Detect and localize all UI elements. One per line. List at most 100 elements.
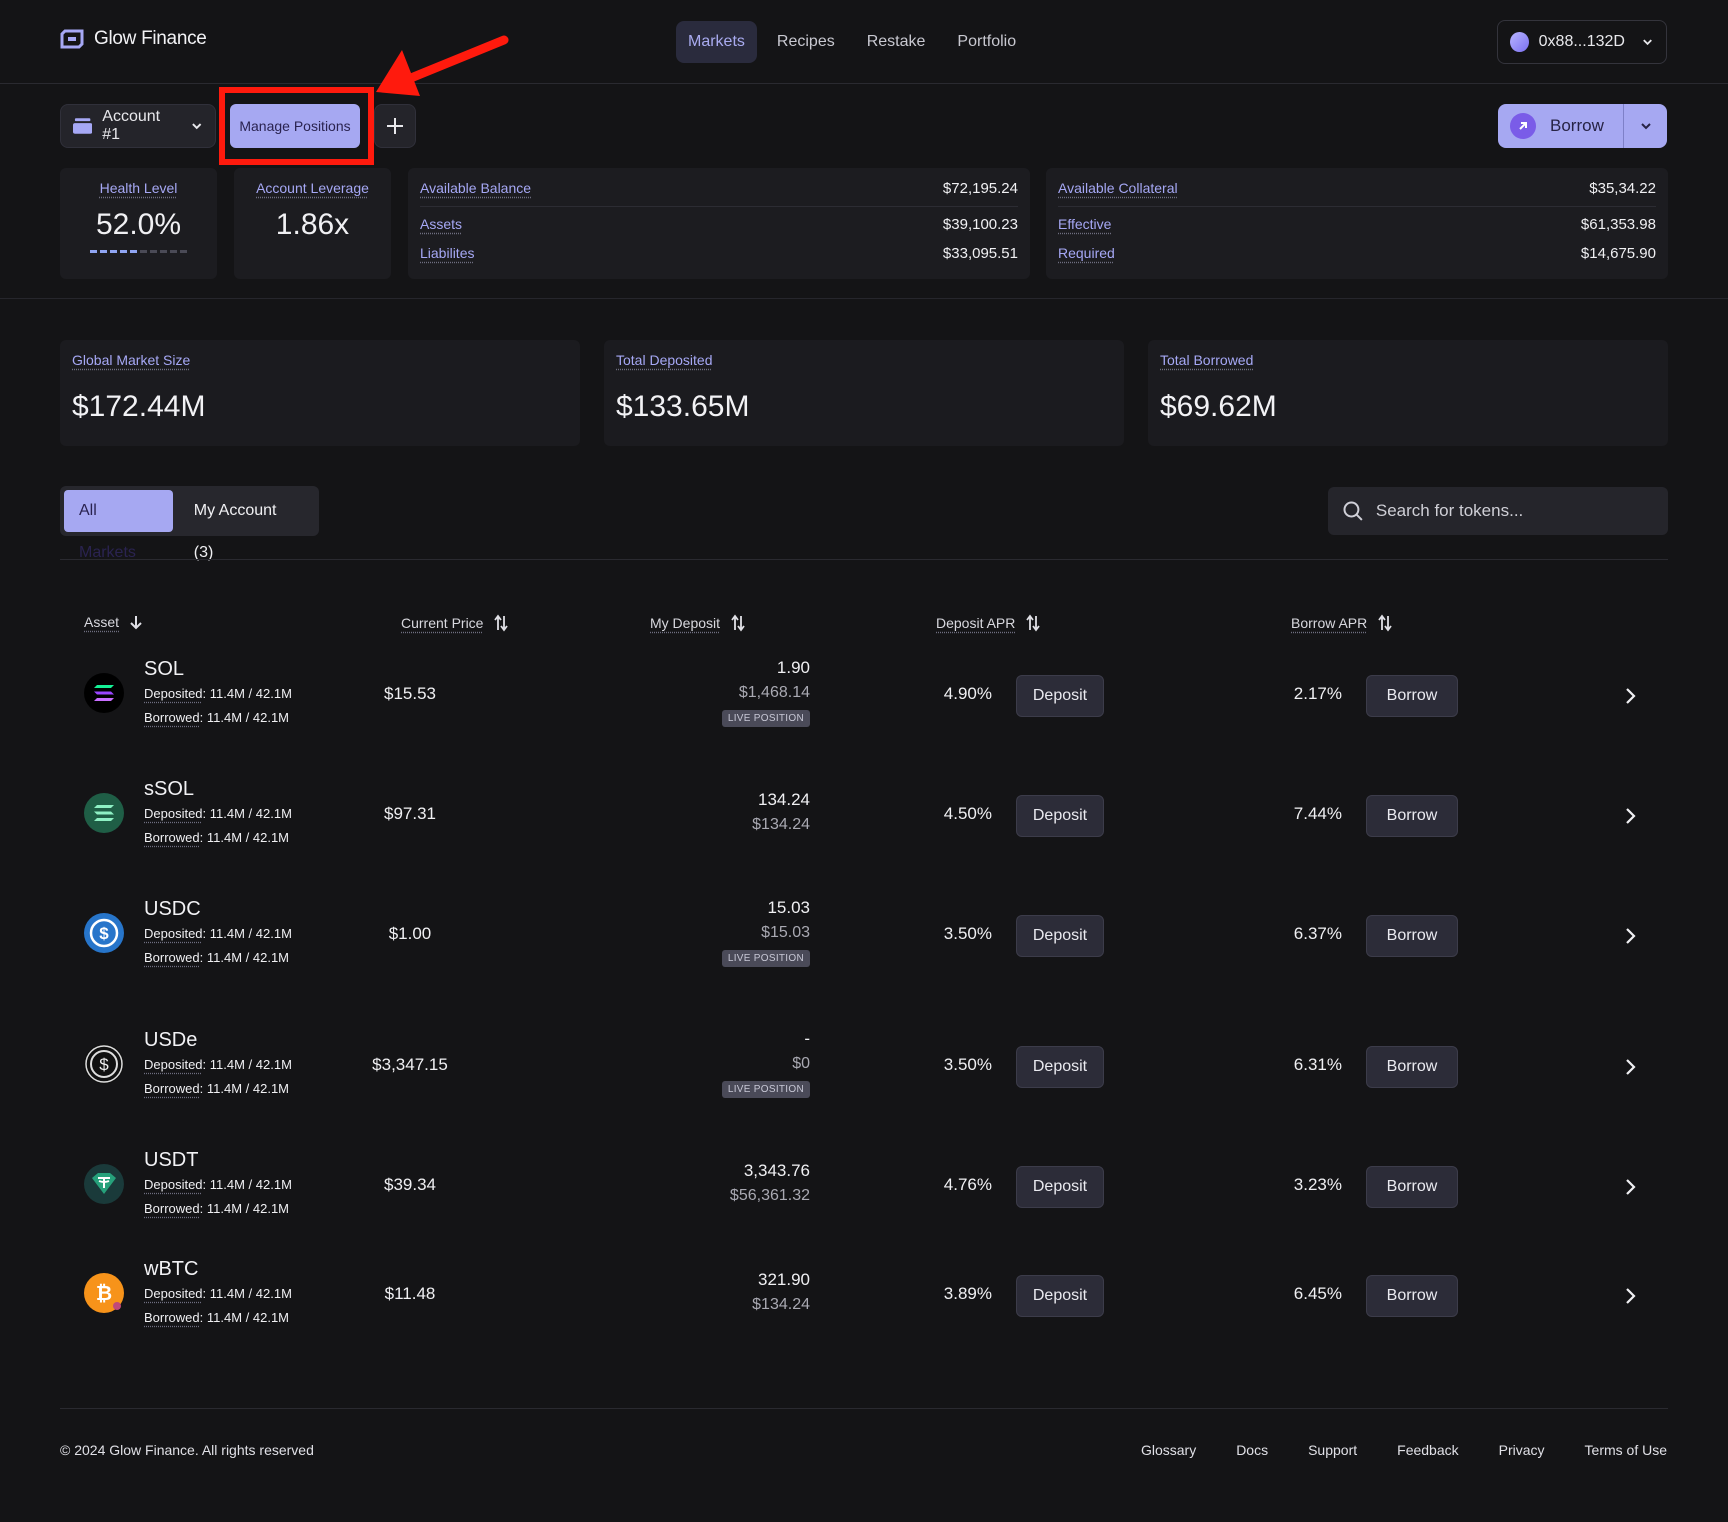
chevron-right-icon[interactable] [1620, 686, 1640, 706]
table-row[interactable]: SOL Deposited: 11.4M / 42.1M Borrowed: 1… [60, 654, 1668, 764]
health-meter-segment [160, 250, 167, 253]
deposited-label[interactable]: Deposited [144, 1286, 203, 1301]
deposited-label[interactable]: Deposited [144, 1177, 203, 1192]
health-meter-segment [150, 250, 157, 253]
account-name: Account #1 [102, 108, 161, 143]
col-header-borrow-apr[interactable]: Borrow APR [1291, 614, 1393, 632]
chevron-down-icon [1643, 39, 1652, 46]
add-account-button[interactable] [374, 104, 416, 148]
asset-name: wBTC [144, 1258, 199, 1280]
nav-tab-restake[interactable]: Restake [866, 33, 926, 50]
borrowed-label[interactable]: Borrowed [144, 710, 200, 725]
account-selector[interactable]: Account #1 [60, 104, 216, 148]
leverage-label[interactable]: Account Leverage [256, 180, 369, 196]
tab-all-markets[interactable]: All Markets [64, 490, 173, 561]
borrowed-label[interactable]: Borrowed [144, 1310, 200, 1325]
borrowed-value: 11.4M / 42.1M [206, 950, 290, 965]
table-row[interactable]: $ USDe Deposited: 11.4M / 42.1M Borrowed… [60, 1025, 1668, 1135]
current-price: $15.53 [384, 684, 436, 703]
borrow-button[interactable]: Borrow [1366, 915, 1458, 957]
footer-link-privacy[interactable]: Privacy [1498, 1442, 1545, 1458]
liabilities-label[interactable]: Liabilites [420, 245, 475, 261]
deposited-label[interactable]: Deposited [144, 686, 203, 701]
manage-positions-button[interactable]: Manage Positions [230, 104, 360, 148]
borrow-button[interactable]: Borrow [1366, 1046, 1458, 1088]
health-meter-segment [100, 250, 107, 253]
deposit-amount: 134.24 [758, 790, 810, 809]
table-row[interactable]: ₿ wBTC Deposited: 11.4M / 42.1M Borrowed… [60, 1254, 1668, 1364]
current-price: $11.48 [384, 1284, 436, 1303]
total-deposited-label[interactable]: Total Deposited [616, 352, 713, 368]
col-header-deposit[interactable]: My Deposit [650, 614, 746, 632]
available-collateral-label[interactable]: Available Collateral [1058, 180, 1178, 196]
search-icon [1343, 501, 1363, 521]
health-label[interactable]: Health Level [99, 180, 178, 196]
table-row[interactable]: sSOL Deposited: 11.4M / 42.1M Borrowed: … [60, 774, 1668, 884]
borrow-button[interactable]: Borrow [1366, 1166, 1458, 1208]
col-borrow-apr-label: Borrow APR [1291, 615, 1368, 631]
nav-tab-recipes[interactable]: Recipes [776, 33, 835, 50]
nav-tab-portfolio[interactable]: Portfolio [957, 33, 1017, 50]
deposited-label[interactable]: Deposited [144, 1057, 203, 1072]
footer-link-glossary[interactable]: Glossary [1140, 1442, 1197, 1458]
footer-link-feedback[interactable]: Feedback [1397, 1442, 1459, 1458]
borrowed-label[interactable]: Borrowed [144, 1081, 200, 1096]
health-meter [60, 250, 217, 253]
borrow-apr: 6.45% [1293, 1284, 1342, 1303]
search-input[interactable] [1375, 501, 1654, 521]
col-header-deposit-apr[interactable]: Deposit APR [936, 614, 1041, 632]
sort-icon [1026, 614, 1041, 632]
deposit-button[interactable]: Deposit [1016, 675, 1104, 717]
market-filter-tabs: All Markets My Account (3) [60, 486, 319, 561]
borrow-button[interactable]: Borrow [1366, 1275, 1458, 1317]
deposit-button[interactable]: Deposit [1016, 1166, 1104, 1208]
chevron-right-icon[interactable] [1620, 1177, 1640, 1197]
borrow-button[interactable]: Borrow [1366, 675, 1458, 717]
col-header-asset[interactable]: Asset [84, 614, 143, 630]
tab-my-account[interactable]: My Account (3) [193, 502, 277, 561]
deposited-value: 11.4M / 42.1M [209, 1177, 292, 1192]
nav-tab-markets[interactable]: Markets [676, 21, 757, 63]
effective-label[interactable]: Effective [1058, 216, 1112, 232]
chevron-right-icon[interactable] [1620, 806, 1640, 826]
borrowed-value: 11.4M / 42.1M [206, 710, 290, 725]
deposit-button[interactable]: Deposit [1016, 795, 1104, 837]
footer-link-docs[interactable]: Docs [1236, 1442, 1269, 1458]
borrowed-label[interactable]: Borrowed [144, 1201, 200, 1216]
arrow-up-right-icon [1510, 113, 1536, 139]
footer-link-support[interactable]: Support [1308, 1442, 1358, 1458]
chevron-right-icon[interactable] [1620, 1286, 1640, 1306]
col-price-label: Current Price [401, 615, 484, 631]
chevron-right-icon[interactable] [1620, 1057, 1640, 1077]
col-deposit-label: My Deposit [650, 615, 721, 631]
available-collateral-value: $35,34.22 [1589, 180, 1656, 197]
svg-text:₿: ₿ [96, 1283, 112, 1305]
borrow-button[interactable]: Borrow [1366, 795, 1458, 837]
borrowed-label[interactable]: Borrowed [144, 830, 200, 845]
footer-link-terms[interactable]: Terms of Use [1584, 1442, 1667, 1458]
wallet-button[interactable]: 0x88...132D [1497, 20, 1667, 64]
borrowed-value: 11.4M / 42.1M [206, 1310, 290, 1325]
deposited-label[interactable]: Deposited [144, 806, 203, 821]
borrow-dropdown-button[interactable] [1624, 104, 1667, 148]
col-header-price[interactable]: Current Price [401, 614, 509, 632]
global-market-size-label[interactable]: Global Market Size [72, 352, 191, 368]
total-borrowed-label[interactable]: Total Borrowed [1160, 352, 1254, 368]
chevron-right-icon[interactable] [1620, 926, 1640, 946]
stack-icon [73, 118, 93, 134]
table-row[interactable]: $ USDC Deposited: 11.4M / 42.1M Borrowed… [60, 894, 1668, 1004]
deposit-button[interactable]: Deposit [1016, 1046, 1104, 1088]
borrow-primary-button[interactable]: Borrow [1498, 104, 1624, 148]
deposit-button[interactable]: Deposit [1016, 915, 1104, 957]
assets-label[interactable]: Assets [420, 216, 463, 232]
global-market-size-value: $172.44M [72, 390, 206, 423]
borrowed-label[interactable]: Borrowed [144, 950, 200, 965]
required-label[interactable]: Required [1058, 245, 1115, 261]
leverage-panel: Account Leverage 1.86x [234, 168, 391, 279]
deposit-button[interactable]: Deposit [1016, 1275, 1104, 1317]
deposited-label[interactable]: Deposited [144, 926, 203, 941]
table-row[interactable]: USDT Deposited: 11.4M / 42.1M Borrowed: … [60, 1145, 1668, 1255]
brand-logo[interactable]: Glow Finance [60, 28, 207, 50]
wbtc-icon: ₿ [84, 1273, 124, 1313]
available-balance-label[interactable]: Available Balance [420, 180, 532, 196]
